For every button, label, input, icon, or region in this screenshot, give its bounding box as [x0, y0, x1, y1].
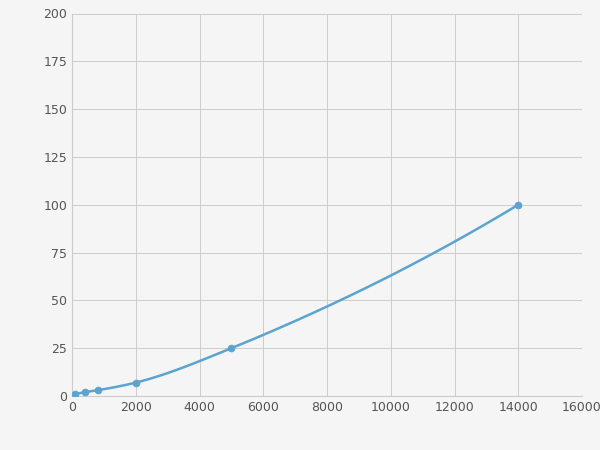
Point [514, 201, 523, 208]
Point [131, 379, 140, 386]
Point [92, 387, 102, 394]
Point [227, 345, 236, 352]
Point [80, 388, 89, 396]
Point [70, 391, 80, 398]
